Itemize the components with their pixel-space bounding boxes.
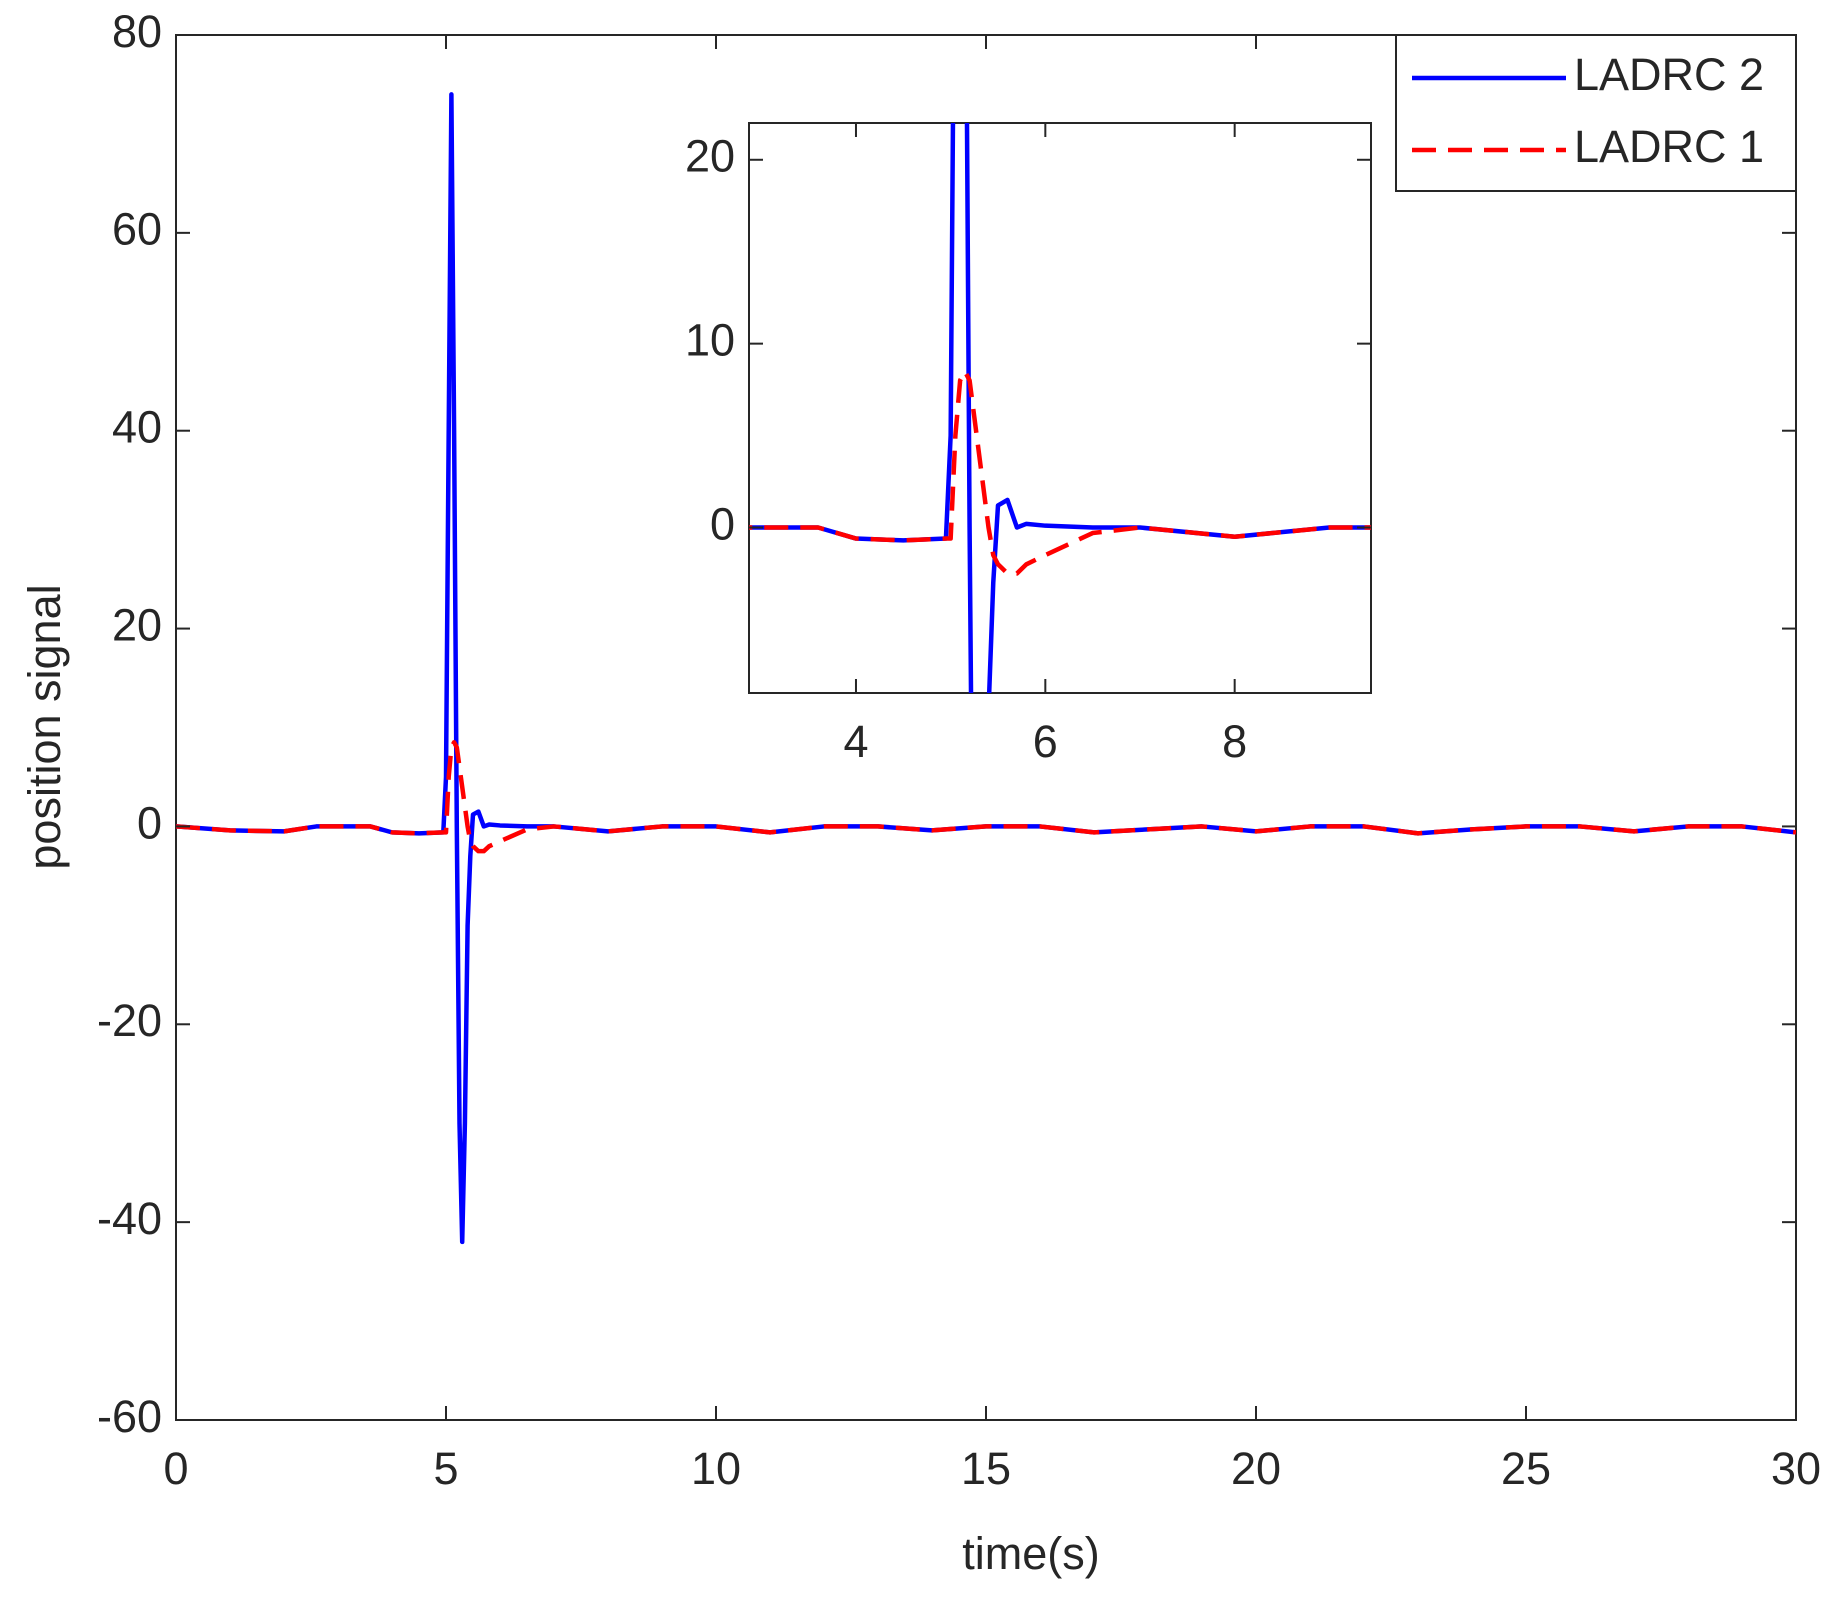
y-tick-label: -40: [97, 1193, 162, 1244]
x-axis-label: time(s): [962, 1528, 1099, 1579]
y-tick-label: 60: [112, 204, 162, 255]
legend-label: LADRC 1: [1574, 121, 1764, 172]
x-tick-label: 25: [1501, 1443, 1551, 1494]
y-tick-label: 10: [685, 315, 735, 366]
line-series: [749, 368, 1371, 576]
x-tick-label: 8: [1222, 716, 1247, 767]
x-tick-label: 4: [843, 716, 868, 767]
y-tick-label: 80: [112, 6, 162, 57]
legend-box: [1395, 34, 1797, 192]
series-group: [749, 123, 1371, 693]
x-tick-label: 10: [691, 1443, 741, 1494]
x-tick-label: 6: [1033, 716, 1058, 767]
x-tick-label: 5: [433, 1443, 458, 1494]
line-series: [749, 123, 1371, 693]
series-group: [176, 92, 1796, 1245]
y-tick-label: 20: [685, 131, 735, 182]
x-tick-label: 20: [1231, 1443, 1281, 1494]
y-tick-label: 0: [137, 797, 162, 848]
x-tick-label: 15: [961, 1443, 1011, 1494]
y-tick-label: 40: [112, 402, 162, 453]
y-tick-label: -20: [97, 995, 162, 1046]
y-tick-label: 20: [112, 599, 162, 650]
x-tick-label: 0: [163, 1443, 188, 1494]
inset-area: [748, 122, 1372, 694]
line-series: [176, 740, 1796, 854]
y-tick-label: -60: [97, 1391, 162, 1442]
y-axis-label: position signal: [19, 584, 70, 869]
legend-label: LADRC 2: [1574, 49, 1764, 100]
x-tick-label: 30: [1771, 1443, 1821, 1494]
y-tick-label: 0: [710, 498, 735, 549]
